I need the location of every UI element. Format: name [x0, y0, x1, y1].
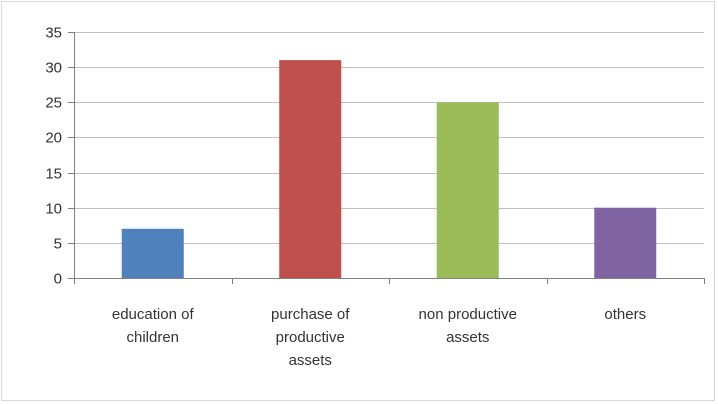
bar [121, 228, 184, 278]
y-tick-labels: 0 5 10 15 20 25 30 35 [45, 25, 62, 288]
category-label: others [604, 306, 646, 323]
category-label-line: others [604, 306, 646, 323]
bar [436, 102, 499, 279]
bars [121, 60, 657, 279]
category-label-line: purchase of [271, 306, 350, 323]
y-tick-label: 15 [45, 166, 62, 183]
category-label-line: productive [276, 329, 345, 346]
category-label-line: education of [112, 306, 195, 323]
gridlines [74, 32, 704, 244]
y-tick-label: 5 [54, 236, 62, 253]
y-tick-label: 0 [54, 271, 62, 288]
axes [68, 32, 705, 284]
category-label: education of children [112, 306, 195, 346]
y-tick-label: 25 [45, 95, 62, 112]
category-label-line: assets [446, 329, 489, 346]
y-tick-label: 10 [45, 201, 62, 218]
bar [279, 60, 342, 278]
category-label: purchase of productive assets [271, 306, 350, 369]
y-tick-label: 30 [45, 60, 62, 77]
category-label: non productive assets [419, 306, 517, 346]
y-tick-label: 35 [45, 25, 62, 42]
bar [594, 207, 657, 278]
category-label-line: assets [289, 352, 332, 369]
category-labels: education of children purchase of productiv… [112, 306, 646, 369]
y-tick-label: 20 [45, 130, 62, 147]
category-label-line: children [126, 329, 179, 346]
category-label-line: non productive [419, 306, 517, 323]
